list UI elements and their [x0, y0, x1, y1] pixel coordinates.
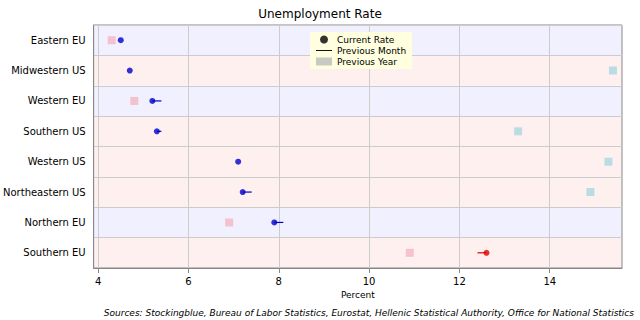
svg-text:4: 4: [95, 276, 101, 287]
svg-text:Sources: Stockingblue, Bureau: Sources: Stockingblue, Bureau of Labor S…: [104, 308, 635, 318]
svg-text:Western US: Western US: [28, 156, 86, 167]
svg-text:8: 8: [276, 276, 282, 287]
svg-text:12: 12: [453, 276, 466, 287]
svg-text:Unemployment Rate: Unemployment Rate: [258, 7, 382, 21]
svg-text:Previous Year: Previous Year: [337, 57, 397, 67]
svg-text:Midwestern US: Midwestern US: [11, 65, 86, 76]
svg-text:Current Rate: Current Rate: [337, 35, 395, 45]
svg-text:Percent: Percent: [341, 290, 375, 300]
svg-text:10: 10: [363, 276, 376, 287]
svg-text:Northeastern US: Northeastern US: [3, 187, 86, 198]
svg-text:Previous Month: Previous Month: [337, 46, 406, 56]
svg-text:Southern EU: Southern EU: [23, 247, 85, 258]
svg-text:Western EU: Western EU: [28, 95, 86, 106]
svg-text:Southern US: Southern US: [23, 126, 85, 137]
svg-text:14: 14: [543, 276, 556, 287]
svg-text:Northern EU: Northern EU: [24, 217, 85, 228]
svg-text:6: 6: [185, 276, 191, 287]
svg-text:Eastern EU: Eastern EU: [31, 35, 86, 46]
